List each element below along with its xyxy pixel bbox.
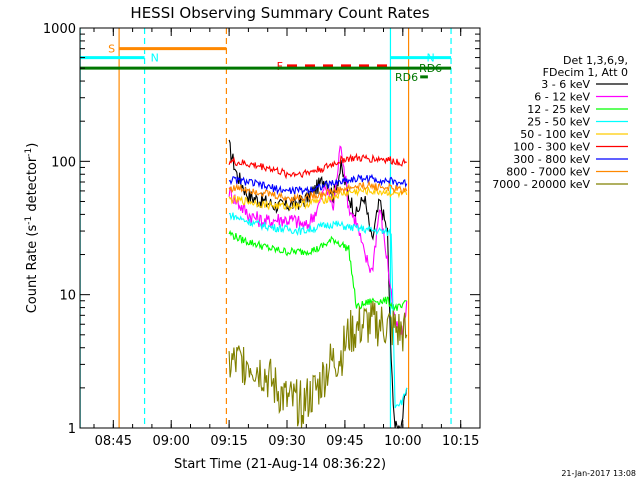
y-tick-label-3: 1000 (43, 22, 76, 37)
y-axis: 1 10 100 1000 (43, 22, 480, 437)
x-axis-label: Start Time (21-Aug-14 08:36:22) (174, 457, 386, 472)
legend-label-2: 12 - 25 keV (527, 103, 590, 116)
series-line-5 (228, 152, 407, 180)
flag-label-3: F (277, 60, 283, 73)
series-line-1 (228, 145, 408, 341)
flag-label-5: RD6 (395, 71, 418, 84)
x-tick-label-3: 09:30 (268, 434, 305, 449)
timestamp: 21-Jan-2017 13:08 (561, 469, 636, 478)
flag-label-4: RD6 (419, 62, 442, 75)
x-axis: 08:45 09:00 09:15 09:30 09:45 10:00 10:15 (93, 28, 481, 449)
series-line-3 (229, 212, 408, 409)
y-tick-label-1: 10 (59, 289, 76, 304)
series-line-6 (228, 173, 408, 196)
x-tick-label-4: 09:45 (326, 434, 363, 449)
series-line-8 (228, 300, 408, 429)
legend-header-1: FDecim 1, Att 0 (543, 66, 628, 79)
x-tick-label-1: 09:00 (152, 434, 189, 449)
legend-label-1: 6 - 12 keV (534, 91, 590, 104)
legend-label-4: 50 - 100 keV (520, 128, 590, 141)
legend-header-0: Det 1,3,6,9, (563, 54, 628, 67)
flag-label-1: N (151, 52, 159, 65)
legend-label-7: 800 - 7000 keV (506, 166, 590, 179)
y-tick-label-2: 100 (51, 155, 76, 170)
legend-label-6: 300 - 800 keV (513, 153, 590, 166)
plot-frame (79, 27, 481, 429)
y-tick-label-0: 1 (68, 422, 76, 437)
flag-label-2: N (426, 52, 434, 65)
series-line-2 (228, 229, 407, 312)
legend-label-8: 7000 - 20000 keV (492, 178, 590, 191)
x-tick-label-6: 10:15 (442, 434, 479, 449)
legend-label-5: 100 - 300 keV (513, 141, 590, 154)
series-line-7 (228, 180, 408, 204)
legend-label-3: 25 - 50 keV (527, 116, 590, 129)
x-tick-label-0: 08:45 (95, 434, 132, 449)
x-tick-label-2: 09:15 (210, 434, 247, 449)
y-axis-label: Count Rate (s-1 detector-1) (24, 143, 40, 314)
x-tick-label-5: 10:00 (384, 434, 421, 449)
chart-title: HESSI Observing Summary Count Rates (130, 4, 429, 22)
legend-label-0: 3 - 6 keV (541, 78, 590, 91)
flag-label-0: S (108, 43, 115, 56)
